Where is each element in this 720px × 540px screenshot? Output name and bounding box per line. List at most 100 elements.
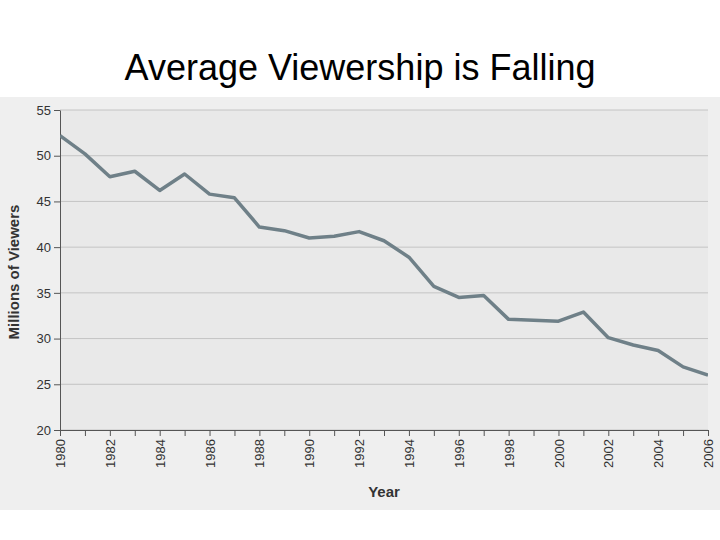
y-tick: 20 [37, 423, 60, 438]
x-tick: 1992 [352, 430, 367, 468]
x-tick-mark [359, 430, 360, 436]
x-tick-label: 1994 [402, 439, 417, 468]
grid-line [60, 292, 708, 293]
y-tick-label: 30 [37, 331, 51, 346]
x-tick-label: 1984 [153, 439, 168, 468]
y-tick-label: 20 [37, 423, 51, 438]
x-tick-mark [583, 430, 584, 436]
x-tick [583, 430, 584, 436]
x-tick-mark [558, 430, 559, 436]
x-tick-mark [534, 430, 535, 436]
chart: Average Viewership is Falling 20 25 30 35 40 4… [0, 0, 720, 540]
x-tick-mark [160, 430, 161, 436]
x-tick-mark [484, 430, 485, 436]
x-tick-label: 1992 [352, 439, 367, 468]
x-tick-label: 1998 [502, 439, 517, 468]
x-tick [683, 430, 684, 436]
x-tick [484, 430, 485, 436]
y-tick: 40 [37, 240, 60, 255]
y-axis-title: Millions of Viewers [5, 205, 22, 340]
x-tick-mark [683, 430, 684, 436]
y-tick-label: 55 [37, 103, 51, 118]
x-tick-mark [459, 430, 460, 436]
x-tick-label: 1990 [302, 439, 317, 468]
x-tick: 2000 [552, 430, 567, 468]
x-tick-mark [708, 430, 709, 436]
x-tick-mark [633, 430, 634, 436]
y-tick: 45 [37, 194, 60, 209]
grid-line [60, 110, 708, 111]
x-axis-title: Year [368, 483, 400, 500]
y-tick-mark [54, 201, 60, 202]
x-tick-mark [434, 430, 435, 436]
x-tick-mark [85, 430, 86, 436]
y-tick-mark [54, 339, 60, 340]
x-tick [85, 430, 86, 436]
title: Average Viewership is Falling [125, 47, 596, 88]
x-tick: 2006 [701, 430, 716, 468]
x-tick-label: 1980 [53, 439, 68, 468]
x-tick: 1990 [302, 430, 317, 468]
y-tick-label: 50 [37, 148, 51, 163]
x-tick-mark [658, 430, 659, 436]
x-tick-label: 2000 [552, 439, 567, 468]
y-tick: 25 [37, 377, 60, 392]
y-tick-mark [54, 156, 60, 157]
x-tick-mark [509, 430, 510, 436]
x-tick-mark [384, 430, 385, 436]
x-tick: 1988 [252, 430, 267, 468]
x-tick-mark [284, 430, 285, 436]
x-tick [185, 430, 186, 436]
series-group [60, 136, 708, 376]
plot-background [60, 110, 708, 430]
x-tick-mark [259, 430, 260, 436]
x-tick-mark [185, 430, 186, 436]
x-tick: 2002 [601, 430, 616, 468]
grid-line [60, 384, 708, 385]
grid-line [60, 201, 708, 202]
x-tick: 1980 [53, 430, 68, 468]
panel-background [0, 97, 720, 510]
x-tick-mark [608, 430, 609, 436]
x-tick-mark [135, 430, 136, 436]
x-tick-mark [110, 430, 111, 436]
x-tick-label: 2004 [651, 439, 666, 468]
x-tick: 1982 [103, 430, 118, 468]
y-tick: 55 [37, 103, 60, 118]
grid-line [60, 247, 708, 248]
x-tick-label: 2002 [601, 439, 616, 468]
x-axis-line [61, 431, 709, 437]
x-axis: 1980 1982 1984 1986 1988 1990 1992 1994 1996 1998… [53, 430, 716, 468]
x-tick: 1986 [203, 430, 218, 468]
y-tick-mark [54, 293, 60, 294]
x-tick-label: 1982 [103, 439, 118, 468]
x-tick: 1984 [153, 430, 168, 468]
y-tick: 35 [37, 286, 60, 301]
y-tick: 50 [37, 148, 60, 163]
x-tick-mark [234, 430, 235, 436]
x-tick-mark [210, 430, 211, 436]
y-tick-label: 40 [37, 240, 51, 255]
x-tick [534, 430, 535, 436]
grid [60, 110, 708, 430]
x-tick-mark [309, 430, 310, 436]
y-tick-label: 35 [37, 286, 51, 301]
x-tick-label: 1988 [252, 439, 267, 468]
x-tick-label: 2006 [701, 439, 716, 468]
x-tick-label: 1986 [203, 439, 218, 468]
x-tick [284, 430, 285, 436]
x-tick [434, 430, 435, 436]
x-tick-mark [334, 430, 335, 436]
y-axis: 20 25 30 35 40 45 50 55 [37, 103, 61, 438]
x-tick [234, 430, 235, 436]
x-tick [334, 430, 335, 436]
y-axis-line [60, 111, 61, 431]
x-tick [135, 430, 136, 436]
x-tick-label: 1996 [452, 439, 467, 468]
y-tick-mark [54, 430, 60, 431]
x-tick [633, 430, 634, 436]
x-tick: 1998 [502, 430, 517, 468]
y-tick-mark [54, 384, 60, 385]
series-line [60, 136, 708, 376]
x-tick-mark [409, 430, 410, 436]
